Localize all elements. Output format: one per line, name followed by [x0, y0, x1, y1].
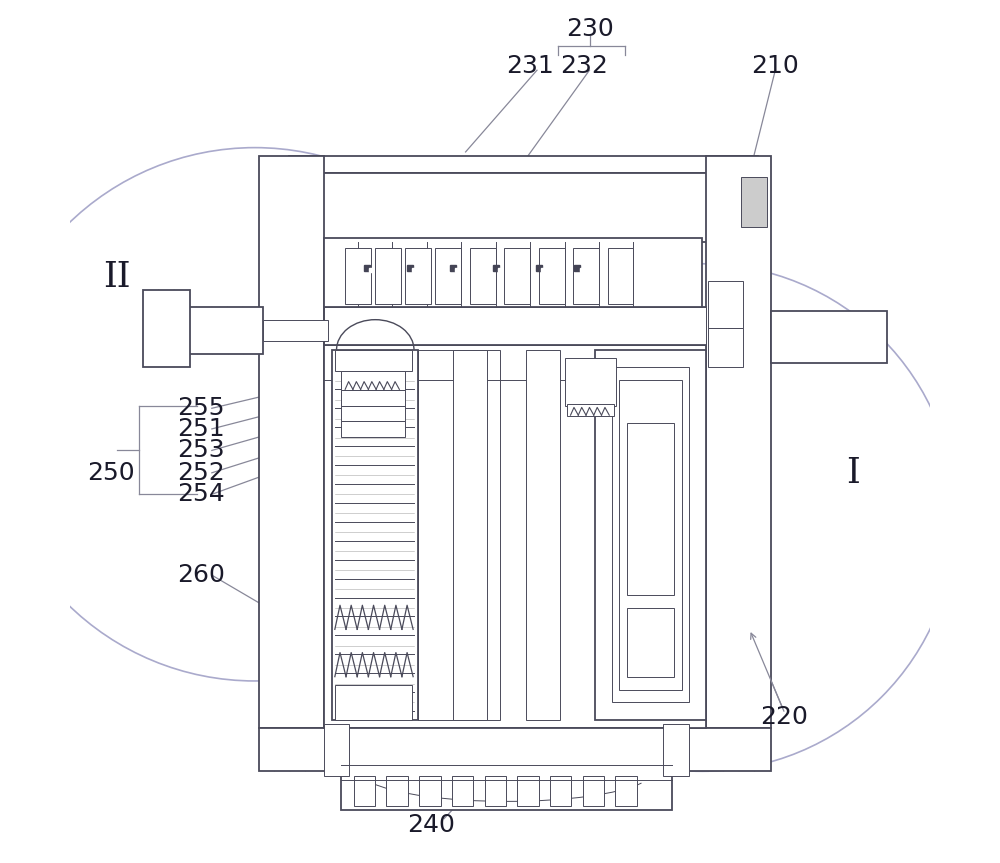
Text: 232: 232: [560, 54, 608, 78]
Bar: [324, 306, 706, 728]
Bar: [627, 608, 674, 677]
Bar: [386, 776, 408, 806]
Text: 260: 260: [177, 564, 225, 587]
Text: 252: 252: [177, 461, 225, 485]
Bar: [741, 177, 767, 227]
Bar: [526, 350, 560, 720]
Text: 255: 255: [177, 396, 224, 420]
Bar: [259, 728, 771, 772]
Bar: [324, 238, 702, 306]
Bar: [583, 776, 604, 806]
Bar: [435, 249, 461, 304]
Bar: [341, 421, 405, 437]
Bar: [341, 728, 672, 810]
Bar: [452, 776, 473, 806]
Bar: [341, 406, 405, 421]
Bar: [335, 685, 412, 720]
Bar: [354, 776, 375, 806]
Text: 230: 230: [566, 17, 614, 41]
Text: 240: 240: [407, 814, 455, 837]
Bar: [332, 350, 418, 720]
Text: 251: 251: [177, 417, 224, 441]
Bar: [345, 249, 371, 304]
Bar: [259, 156, 324, 728]
Bar: [619, 380, 682, 690]
Bar: [608, 249, 633, 304]
Bar: [565, 358, 616, 406]
Bar: [539, 249, 565, 304]
Bar: [182, 306, 263, 354]
Bar: [567, 404, 614, 416]
Bar: [595, 350, 706, 720]
Text: 231: 231: [506, 54, 554, 78]
Bar: [663, 724, 689, 776]
Bar: [771, 311, 887, 362]
Bar: [143, 290, 190, 367]
Bar: [706, 156, 771, 728]
Text: 210: 210: [751, 54, 799, 78]
Bar: [708, 328, 743, 367]
Text: 220: 220: [760, 705, 808, 729]
Bar: [375, 249, 401, 304]
Bar: [517, 776, 539, 806]
Bar: [470, 249, 496, 304]
Bar: [485, 776, 506, 806]
Bar: [341, 371, 405, 390]
Bar: [324, 724, 349, 776]
Text: 254: 254: [177, 482, 225, 507]
Bar: [612, 367, 689, 702]
Polygon shape: [324, 306, 706, 345]
Bar: [453, 350, 487, 720]
Bar: [550, 776, 571, 806]
Bar: [405, 249, 431, 304]
Bar: [289, 156, 758, 173]
Text: 253: 253: [177, 438, 224, 463]
Bar: [615, 776, 637, 806]
Polygon shape: [418, 350, 500, 720]
Bar: [504, 249, 530, 304]
Bar: [419, 776, 441, 806]
Text: 250: 250: [87, 461, 135, 485]
Bar: [573, 249, 599, 304]
Bar: [263, 319, 328, 341]
Bar: [708, 281, 743, 328]
Text: II: II: [103, 260, 131, 293]
Text: I: I: [846, 456, 860, 490]
Bar: [341, 390, 405, 406]
Bar: [335, 350, 412, 371]
Bar: [289, 173, 758, 243]
Bar: [627, 423, 674, 595]
